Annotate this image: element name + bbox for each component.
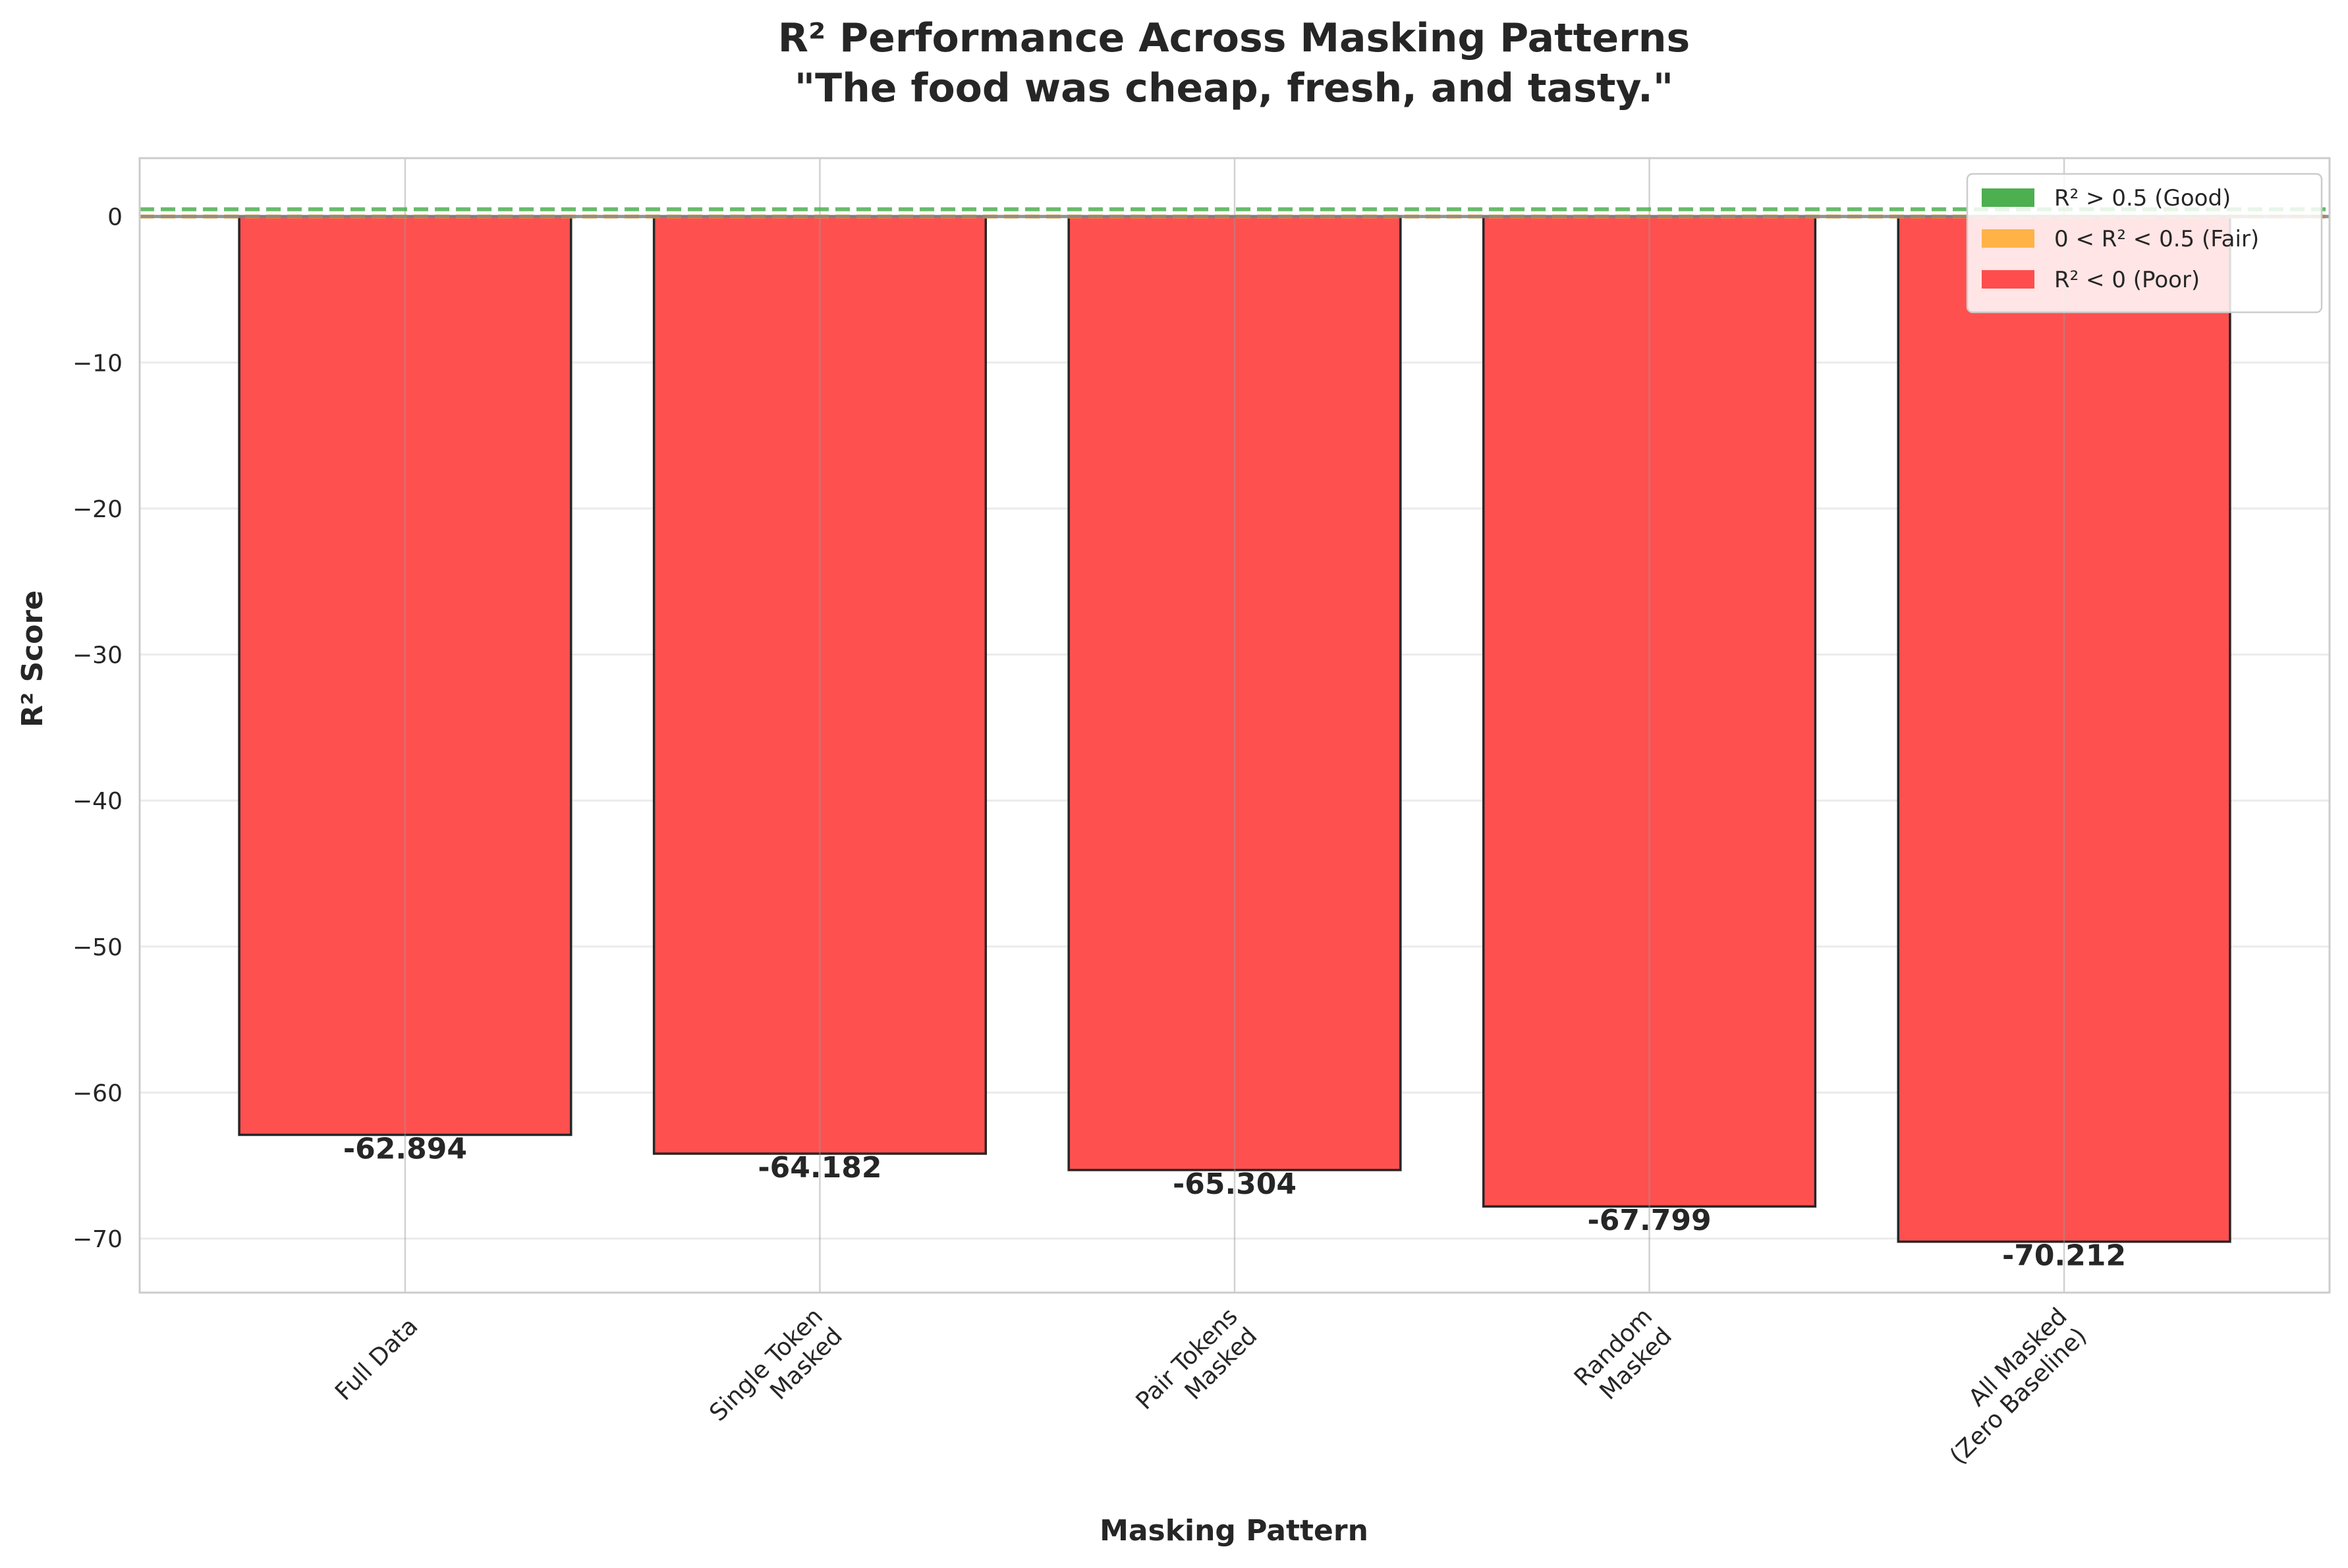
legend-label: 0 < R² < 0.5 (Fair) xyxy=(2054,226,2259,252)
data-label: -62.894 xyxy=(343,1133,467,1166)
data-label: -65.304 xyxy=(1173,1167,1297,1201)
legend-box xyxy=(1966,173,2323,314)
y-tick-label: −50 xyxy=(72,934,123,961)
y-axis-label: R² Score xyxy=(16,590,49,727)
plot-frame xyxy=(138,157,2331,1294)
y-tick-label: −10 xyxy=(72,350,123,377)
data-label: -70.212 xyxy=(2002,1239,2126,1273)
y-axis-ticks: 0 −10 −20 −30 −40 −50 −60 −70 xyxy=(72,204,123,1253)
legend-label: R² > 0.5 (Good) xyxy=(2054,185,2231,211)
y-tick-label: −70 xyxy=(72,1226,123,1253)
legend-swatch xyxy=(1982,270,2034,289)
bar xyxy=(652,215,988,1155)
x-axis-label: Masking Pattern xyxy=(1100,1514,1368,1548)
bar xyxy=(1067,215,1402,1171)
data-labels: -62.894 -64.182 -65.304 -67.799 -70.212 xyxy=(343,1133,2126,1273)
y-tick-label: −40 xyxy=(72,788,123,815)
y-tick-label: −20 xyxy=(72,496,123,523)
data-label: -64.182 xyxy=(758,1151,881,1185)
y-tick-label: 0 xyxy=(107,204,123,231)
x-grid xyxy=(404,158,2065,1293)
chart-title-line: R² Performance Across Masking Patterns xyxy=(778,15,1690,61)
y-tick-label: −60 xyxy=(72,1080,123,1107)
y-tick-label: −30 xyxy=(72,642,123,669)
legend-swatch xyxy=(1982,229,2034,248)
chart-subtitle: "The food was cheap, fresh, and tasty." xyxy=(795,65,1673,111)
bar xyxy=(1897,215,2231,1243)
data-label: -67.799 xyxy=(1588,1204,1712,1237)
bar xyxy=(1482,215,1817,1208)
bars xyxy=(238,215,2231,1243)
bar xyxy=(238,215,573,1136)
legend-label: R² < 0 (Poor) xyxy=(2054,267,2200,293)
legend-swatch xyxy=(1982,188,2034,207)
reference-lines xyxy=(140,207,2330,219)
legend: R² > 0.5 (Good) 0 < R² < 0.5 (Fair) R² < 0… xyxy=(1966,173,2323,314)
chart-title: R² Performance Across Masking Patterns"T… xyxy=(778,15,1690,111)
